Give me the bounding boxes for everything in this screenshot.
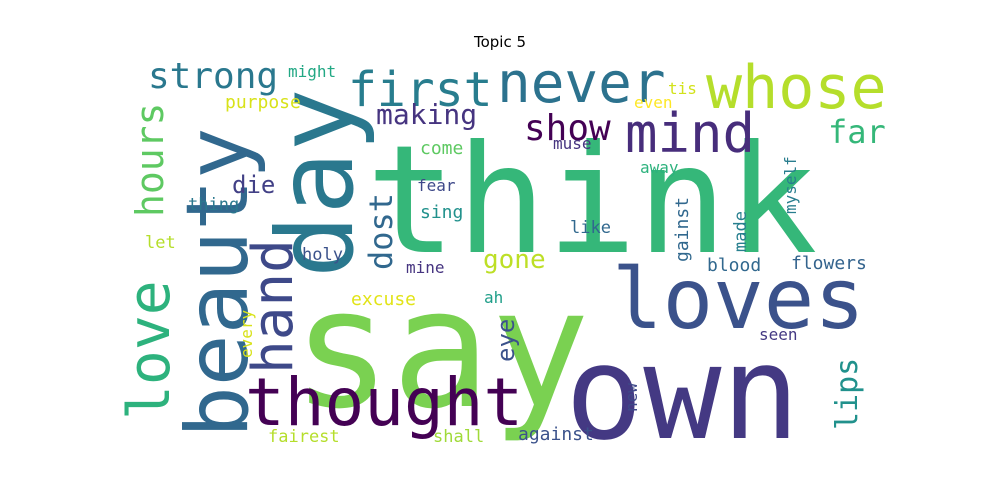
cloud-word-against: against xyxy=(518,424,594,445)
cloud-word-thing: thing xyxy=(188,195,239,215)
cloud-word-say: say xyxy=(292,253,590,445)
cloud-word-flowers: flowers xyxy=(791,253,867,274)
cloud-word-like: like xyxy=(570,218,611,238)
cloud-word-away: away xyxy=(640,158,679,177)
cloud-word-sing: sing xyxy=(420,202,463,223)
cloud-word-might: might xyxy=(288,62,336,81)
cloud-word-mine: mine xyxy=(406,258,445,277)
cloud-word-let: let xyxy=(145,233,176,253)
cloud-word-loves: loves xyxy=(612,250,865,348)
cloud-word-own: own xyxy=(565,317,800,469)
cloud-word-die: die xyxy=(232,171,275,199)
cloud-word-tis: tis xyxy=(668,79,697,98)
cloud-word-come: come xyxy=(420,138,463,159)
cloud-word-never: never xyxy=(497,51,666,116)
cloud-word-think: think xyxy=(366,114,818,288)
cloud-word-muse: muse xyxy=(553,134,592,153)
cloud-word-first: first xyxy=(348,62,493,118)
cloud-word-day: day xyxy=(255,88,377,278)
cloud-word-made: made xyxy=(731,211,751,252)
cloud-word-strong: strong xyxy=(148,56,278,97)
cloud-word-ah: ah xyxy=(484,288,503,307)
cloud-word-even: even xyxy=(634,93,673,112)
cloud-word-gainst: gainst xyxy=(672,197,693,262)
cloud-word-new: new xyxy=(622,383,641,412)
cloud-word-hand: hand xyxy=(241,239,306,374)
cloud-word-thought: thought xyxy=(245,364,523,441)
chart-title: Topic 5 xyxy=(473,33,527,51)
cloud-word-myself: myself xyxy=(781,156,800,214)
cloud-word-far: far xyxy=(828,113,886,151)
cloud-word-show: show xyxy=(524,108,611,149)
cloud-word-fear: fear xyxy=(417,176,456,195)
cloud-word-making: making xyxy=(376,98,477,131)
cloud-word-hours: hours xyxy=(128,103,172,217)
cloud-word-every: every xyxy=(237,309,256,358)
cloud-word-seen: seen xyxy=(759,325,798,344)
cloud-word-lips: lips xyxy=(830,358,865,430)
cloud-word-dost: dost xyxy=(362,193,400,270)
cloud-word-shall: shall xyxy=(433,427,484,447)
cloud-word-excuse: excuse xyxy=(351,289,416,310)
cloud-word-holy: holy xyxy=(302,245,343,265)
cloud-word-blood: blood xyxy=(707,255,761,276)
cloud-word-whose: whose xyxy=(706,53,887,123)
cloud-word-eye: eye xyxy=(492,319,520,362)
cloud-word-beauty: beauty xyxy=(168,127,268,438)
cloud-word-mind: mind xyxy=(625,102,755,165)
cloud-word-fairest: fairest xyxy=(268,427,340,447)
cloud-word-gone: gone xyxy=(483,245,546,275)
cloud-word-purpose: purpose xyxy=(225,92,301,113)
cloud-word-love: love xyxy=(115,280,183,420)
